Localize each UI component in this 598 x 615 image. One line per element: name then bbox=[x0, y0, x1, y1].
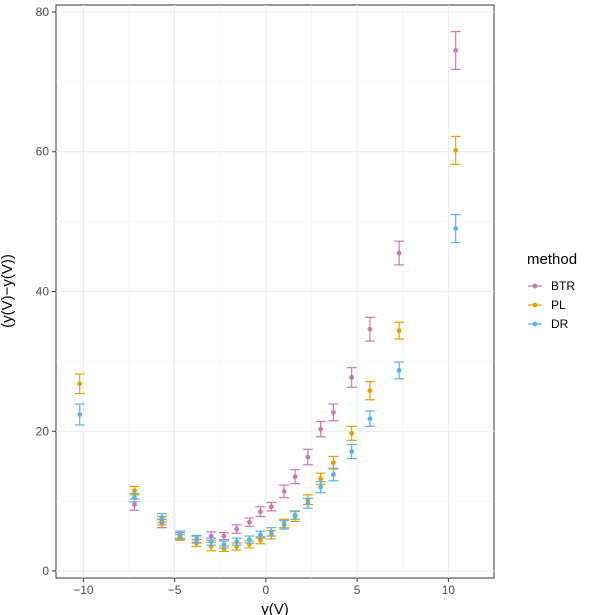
data-point bbox=[331, 460, 336, 466]
data-point bbox=[132, 502, 137, 508]
legend-key-point bbox=[532, 302, 538, 308]
legend-key-point bbox=[532, 283, 538, 289]
data-point bbox=[349, 375, 355, 380]
legend-label-dr: DR bbox=[551, 317, 569, 331]
data-point bbox=[292, 474, 298, 480]
data-point bbox=[194, 536, 199, 542]
y-tick-label: 40 bbox=[36, 285, 50, 299]
data-point bbox=[367, 326, 373, 332]
data-point bbox=[77, 412, 83, 417]
data-point bbox=[349, 449, 355, 454]
legend-label-pl: PL bbox=[551, 298, 566, 312]
data-point bbox=[247, 519, 252, 525]
legend-key-pl bbox=[528, 302, 542, 308]
data-point bbox=[318, 484, 324, 490]
legend-title: method bbox=[527, 251, 577, 268]
legend: method BTR PL DR bbox=[527, 251, 577, 331]
data-point bbox=[453, 48, 459, 53]
data-point bbox=[234, 526, 240, 532]
y-tick-label: 0 bbox=[42, 564, 49, 578]
x-tick-label: −10 bbox=[73, 583, 94, 597]
data-point bbox=[177, 532, 183, 538]
y-axis-title: (y(V)−y(V)) bbox=[0, 254, 16, 328]
data-point bbox=[318, 476, 324, 482]
data-point bbox=[453, 226, 459, 232]
legend-key-point bbox=[532, 321, 538, 327]
x-axis: −10 −5 0 5 10 bbox=[73, 578, 455, 597]
y-tick-label: 60 bbox=[36, 145, 50, 159]
data-point bbox=[305, 454, 311, 460]
data-point bbox=[331, 409, 336, 415]
data-point bbox=[367, 388, 373, 394]
data-point bbox=[281, 522, 287, 528]
x-tick-label: 0 bbox=[263, 583, 270, 597]
data-point bbox=[349, 430, 355, 436]
legend-key-btr bbox=[528, 283, 542, 289]
data-point bbox=[268, 529, 274, 535]
y-axis: 0 20 40 60 80 bbox=[36, 5, 56, 578]
data-point bbox=[318, 426, 324, 432]
data-point bbox=[281, 488, 287, 494]
data-point bbox=[221, 542, 227, 547]
data-point bbox=[258, 532, 263, 538]
data-point bbox=[292, 512, 298, 518]
data-point bbox=[305, 500, 311, 506]
x-tick-label: 10 bbox=[442, 583, 456, 597]
x-tick-label: −5 bbox=[168, 583, 182, 597]
x-tick-label: 5 bbox=[354, 583, 361, 597]
data-point bbox=[221, 533, 227, 539]
data-point bbox=[367, 416, 373, 422]
y-tick-label: 80 bbox=[36, 5, 50, 19]
data-point bbox=[234, 539, 240, 545]
data-point bbox=[208, 533, 214, 539]
legend-key-dr bbox=[528, 321, 542, 327]
series-dr bbox=[74, 214, 461, 549]
data-point bbox=[208, 539, 214, 545]
data-point bbox=[268, 504, 274, 510]
x-axis-title: y(V) bbox=[261, 601, 289, 615]
data-point bbox=[453, 147, 459, 153]
legend-label-btr: BTR bbox=[551, 279, 575, 293]
data-point bbox=[396, 368, 402, 373]
data-point bbox=[258, 537, 263, 543]
data-point bbox=[247, 537, 252, 542]
series-layer bbox=[74, 30, 461, 553]
data-point bbox=[396, 328, 402, 334]
data-point bbox=[77, 381, 83, 387]
data-point bbox=[396, 250, 402, 256]
data-point bbox=[132, 488, 137, 494]
grid-lines bbox=[56, 5, 494, 578]
data-point bbox=[132, 495, 137, 501]
y-tick-label: 20 bbox=[36, 424, 50, 438]
data-point bbox=[258, 509, 263, 515]
data-point bbox=[331, 472, 336, 477]
data-point bbox=[159, 515, 165, 521]
